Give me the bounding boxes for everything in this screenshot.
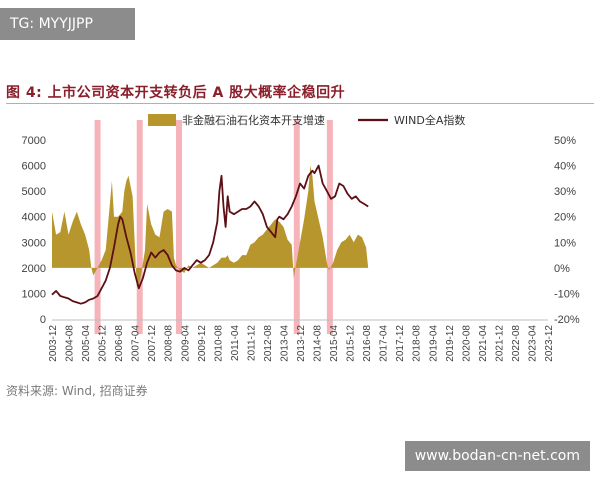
x-axis-tick-label: 2022-08 (511, 325, 522, 362)
x-axis-tick-label: 2011-12 (246, 325, 257, 361)
website-watermark-badge: www.bodan-cn-net.com (404, 441, 590, 471)
right-axis-tick-label: 10% (554, 237, 576, 249)
x-axis-tick-label: 2007-12 (147, 325, 158, 362)
highlight-band-1 (94, 120, 101, 334)
title-divider (6, 103, 594, 104)
x-axis-tick-label: 2005-04 (81, 325, 92, 362)
legend-swatch-capex-growth (148, 114, 176, 126)
highlight-band-3 (176, 120, 182, 334)
right-axis-tick-label: 50% (554, 135, 576, 147)
source-note: 资料来源: Wind, 招商证券 (6, 384, 148, 398)
legend-label-capex-growth: 非金融石油石化资本开支增速 (182, 113, 325, 127)
right-axis-tick-label: -10% (554, 288, 580, 300)
right-axis-tick-label: 0% (554, 263, 570, 275)
line-series-wind-a-index (51, 164, 369, 305)
x-axis-tick-label: 2004-08 (65, 325, 76, 362)
highlight-band-4 (293, 120, 300, 334)
x-axis-tick-label: 2005-12 (98, 325, 109, 362)
right-axis-tick-label: 40% (554, 161, 576, 173)
x-axis-tick-label: 2023-12 (544, 325, 555, 362)
right-axis: 50% 40% 30% 20% 10% 0% -10% -20% (554, 135, 580, 326)
left-axis-tick-label: 6000 (22, 161, 46, 173)
x-axis-tick-label: 2008-08 (164, 325, 175, 362)
x-axis-tick-label: 2011-04 (230, 325, 241, 361)
x-axis-tick-label: 2013-04 (279, 325, 290, 362)
x-axis-tick-label: 2006-08 (114, 325, 125, 362)
x-axis-tick-label: 2020-08 (461, 325, 472, 362)
x-axis-tick-label: 2015-12 (346, 325, 357, 362)
x-axis-tick-label: 2014-08 (313, 325, 324, 362)
chart-title: 图 4: 上市公司资本开支转负后 A 股大概率企稳回升 (6, 85, 346, 101)
line-series-layer (51, 164, 369, 305)
x-axis-tick-label: 2019-12 (445, 325, 456, 362)
x-axis-tick-label: 2021-12 (494, 325, 505, 362)
left-axis-tick-label: 4000 (22, 212, 46, 224)
x-axis-tick-label: 2007-04 (131, 325, 142, 362)
tg-watermark-badge: TG: MYYJJPP (0, 8, 135, 40)
right-axis-tick-label: -20% (554, 314, 580, 326)
left-axis-tick-label: 7000 (22, 135, 46, 147)
left-axis-tick-label: 5000 (22, 186, 46, 198)
x-axis: 2003-12 2004-08 2005-04 2005-12 2006-08 2007-… (48, 319, 555, 362)
x-axis-tick-label: 2010-08 (213, 325, 224, 362)
chart-canvas: 7000 6000 5000 4000 3000 2000 1000 0 50% 40% 30% 2… (22, 113, 580, 362)
x-axis-tick-label: 2023-04 (527, 325, 538, 362)
x-axis-tick-label: 2016-08 (362, 325, 373, 362)
left-axis-tick-label: 3000 (22, 237, 46, 249)
left-axis-tick-label: 2000 (22, 263, 46, 275)
x-axis-tick-label: 2009-12 (197, 325, 208, 362)
highlight-band-5 (326, 120, 333, 334)
legend: 非金融石油石化资本开支增速 WIND全A指数 (148, 113, 465, 127)
legend-label-wind-a-index: WIND全A指数 (394, 113, 465, 127)
x-axis-tick-label: 2021-04 (478, 325, 489, 362)
left-axis-tick-label: 0 (40, 314, 46, 326)
x-axis-tick-label: 2017-04 (379, 325, 390, 362)
x-axis-tick-label: 2012-08 (263, 325, 274, 362)
x-axis-tick-label: 2003-12 (48, 325, 59, 362)
x-axis-tick-label: 2015-04 (329, 325, 340, 362)
highlight-bands (94, 120, 333, 334)
right-axis-tick-label: 20% (554, 212, 576, 224)
x-axis-tick-label: 2017-12 (395, 325, 406, 362)
x-axis-tick-label: 2013-12 (296, 325, 307, 362)
left-axis: 7000 6000 5000 4000 3000 2000 1000 0 (22, 135, 46, 326)
highlight-band-2 (136, 120, 143, 334)
x-axis-tick-label: 2019-04 (428, 325, 439, 362)
x-axis-tick-label: 2009-04 (180, 325, 191, 362)
left-axis-tick-label: 1000 (22, 288, 46, 300)
x-axis-tick-label: 2018-08 (412, 325, 423, 362)
right-axis-tick-label: 30% (554, 186, 576, 198)
